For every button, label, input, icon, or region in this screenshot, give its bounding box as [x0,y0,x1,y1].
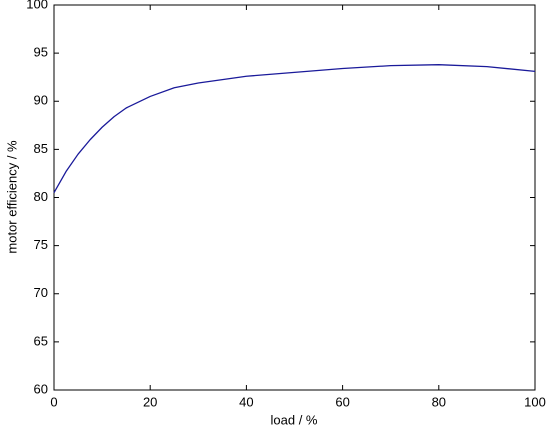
y-tick-label: 100 [26,0,48,11]
y-tick-label: 65 [34,333,48,348]
y-tick-label: 70 [34,285,48,300]
x-tick-label: 20 [143,394,157,409]
x-axis-label: load / % [271,412,318,427]
y-tick-label: 90 [34,93,48,108]
plot-frame [53,4,536,391]
x-tick-label: 60 [335,394,349,409]
x-tick-label: 100 [524,394,546,409]
line [53,64,536,194]
y-tick-label: 60 [34,381,48,396]
x-tick-label: 0 [50,394,57,409]
x-tick-label: 80 [432,394,446,409]
y-tick-label: 80 [34,189,48,204]
y-tick-label: 95 [34,45,48,60]
y-tick-label: 85 [34,141,48,156]
x-tick-label: 40 [239,394,253,409]
y-tick-label: 75 [34,237,48,252]
y-axis-label: motor efficiency / % [4,140,19,254]
